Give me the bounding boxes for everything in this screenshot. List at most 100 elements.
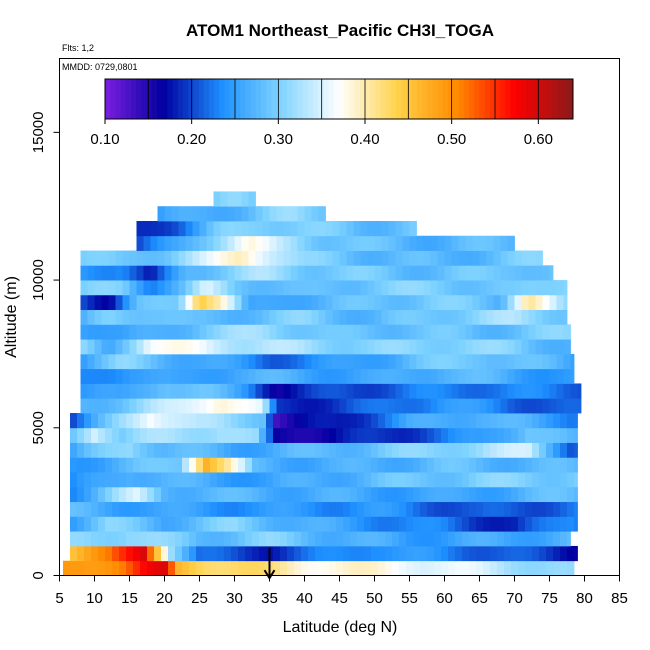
heatmap-cell — [192, 294, 200, 311]
heatmap-cell — [196, 442, 204, 458]
heatmap-cell — [504, 442, 512, 458]
heatmap-cell — [563, 294, 568, 311]
heatmap-cell — [458, 250, 466, 266]
heatmap-cell — [224, 516, 232, 532]
heatmap-cell — [185, 294, 193, 311]
heatmap-cell — [430, 339, 438, 355]
heatmap-cell — [444, 324, 452, 340]
heatmap-cell — [255, 383, 263, 399]
heatmap-cell — [434, 516, 442, 532]
heatmap-cell — [80, 294, 88, 311]
heatmap-cell — [80, 353, 88, 370]
heatmap-cell — [497, 545, 505, 562]
heatmap-cell — [168, 560, 176, 576]
heatmap-cell — [521, 398, 529, 414]
heatmap-cell — [535, 294, 543, 311]
heatmap-cell — [462, 501, 470, 517]
heatmap-cell — [360, 294, 368, 311]
heatmap-cell — [444, 265, 452, 281]
heatmap-cell — [224, 531, 232, 547]
heatmap-cell — [346, 220, 354, 237]
heatmap-cell — [360, 250, 368, 266]
heatmap-cell — [409, 398, 417, 414]
heatmap-cell — [87, 353, 95, 370]
heatmap-cell — [168, 501, 176, 517]
altitude-layer — [63, 560, 575, 576]
heatmap-cell — [245, 413, 253, 429]
heatmap-cell — [518, 560, 526, 576]
heatmap-cell — [157, 265, 165, 281]
heatmap-cell — [357, 560, 365, 576]
heatmap-cell — [346, 265, 354, 281]
colorbar-swatch — [479, 79, 486, 119]
heatmap-cell — [318, 265, 326, 281]
heatmap-cell — [91, 427, 99, 443]
heatmap-cell — [353, 353, 361, 370]
heatmap-cell — [574, 413, 578, 429]
heatmap-cell — [374, 250, 382, 266]
heatmap-cell — [143, 398, 151, 414]
heatmap-cell — [175, 545, 183, 562]
colorbar-swatch — [255, 79, 262, 119]
heatmap-cell — [210, 560, 218, 576]
heatmap-cell — [311, 339, 319, 355]
heatmap-cell — [325, 265, 333, 281]
heatmap-cell — [157, 250, 165, 266]
heatmap-cell — [336, 531, 344, 547]
heatmap-cell — [497, 516, 505, 532]
heatmap-cell — [430, 398, 438, 414]
heatmap-cell — [367, 280, 375, 296]
heatmap-cell — [511, 545, 519, 562]
heatmap-cell — [77, 545, 85, 562]
heatmap-cell — [385, 457, 393, 473]
heatmap-cell — [287, 427, 295, 443]
heatmap-cell — [231, 427, 239, 443]
heatmap-cell — [357, 545, 365, 562]
heatmap-cell — [220, 265, 228, 281]
heatmap-cell — [196, 457, 204, 473]
heatmap-cell — [112, 472, 120, 488]
heatmap-cell — [178, 206, 186, 222]
heatmap-cell — [259, 531, 267, 547]
heatmap-cell — [532, 560, 540, 576]
altitude-layer — [70, 486, 578, 503]
heatmap-cell — [168, 457, 176, 473]
heatmap-cell — [388, 368, 396, 384]
chart-title: ATOM1 Northeast_Pacific CH3I_TOGA — [186, 21, 494, 40]
heatmap-cell — [234, 191, 242, 207]
heatmap-cell — [532, 531, 540, 547]
heatmap-cell — [427, 427, 435, 443]
colorbar-swatch — [536, 79, 543, 119]
heatmap-cell — [399, 427, 407, 443]
heatmap-cell — [483, 427, 491, 443]
colorbar-swatch — [105, 79, 111, 119]
heatmap-cell — [252, 442, 260, 458]
heatmap-cell — [269, 368, 277, 384]
heatmap-cell — [213, 265, 221, 281]
heatmap-cell — [528, 383, 536, 399]
heatmap-cell — [497, 413, 505, 429]
colorbar-swatch — [531, 79, 538, 119]
heatmap-cell — [171, 265, 179, 281]
heatmap-cell — [283, 353, 291, 370]
heatmap-cell — [560, 531, 568, 547]
heatmap-cell — [241, 309, 249, 325]
heatmap-cell — [231, 531, 239, 547]
heatmap-cell — [157, 353, 165, 370]
heatmap-cell — [98, 457, 106, 473]
heatmap-cell — [385, 501, 393, 517]
heatmap-cell — [570, 353, 575, 370]
heatmap-cell — [413, 486, 421, 503]
heatmap-cell — [290, 309, 298, 325]
heatmap-cell — [381, 398, 389, 414]
heatmap-cell — [91, 560, 99, 576]
heatmap-cell — [171, 324, 179, 340]
heatmap-cell — [287, 531, 295, 547]
heatmap-cell — [462, 486, 470, 503]
heatmap-cell — [259, 516, 267, 532]
heatmap-cell — [136, 398, 144, 414]
heatmap-cell — [514, 250, 522, 266]
colorbar-swatch — [443, 79, 449, 119]
x-tick-label: 60 — [436, 590, 453, 607]
heatmap-cell — [182, 457, 190, 473]
